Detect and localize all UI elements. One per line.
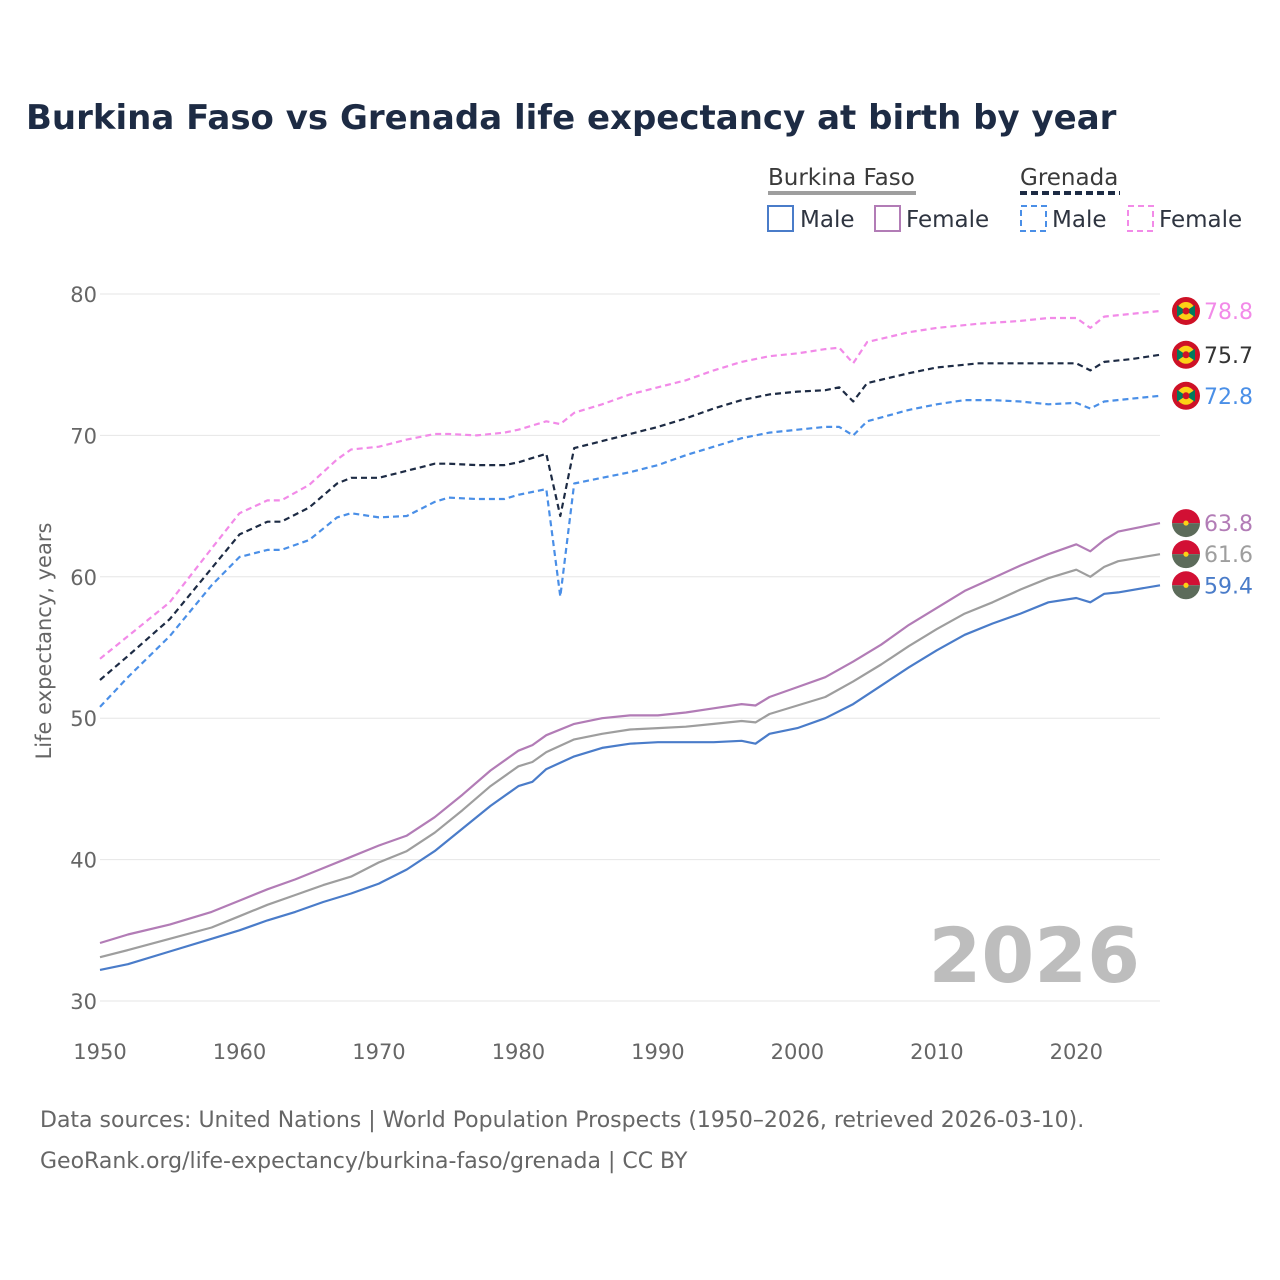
x-tick-label: 1960	[213, 1040, 266, 1064]
y-tick-label: 40	[70, 849, 97, 873]
x-tick-label: 1970	[352, 1040, 405, 1064]
flag-icon-grenada	[1172, 296, 1200, 325]
end-value-label: 75.7	[1204, 344, 1253, 369]
flag-triangle	[1177, 389, 1186, 402]
flag-icon-burkina-faso	[1172, 540, 1200, 569]
legend-label-bf-male: Male	[800, 207, 854, 233]
legend-swatch-bf-female	[874, 205, 901, 232]
current-year-label: 2026	[928, 911, 1140, 1000]
series-line-grenada-female	[99, 309, 1161, 660]
legend: Burkina Faso Male Female Grenada Male Fe…	[767, 165, 1242, 233]
legend-group-grenada: Grenada	[1020, 165, 1118, 191]
end-value-label: 59.4	[1204, 574, 1253, 599]
footer-sources: Data sources: United Nations | World Pop…	[40, 1108, 1085, 1133]
y-tick-label: 80	[70, 283, 97, 307]
end-value-label: 72.8	[1204, 385, 1253, 410]
end-value-label: 63.8	[1204, 512, 1253, 537]
legend-label-gd-male: Male	[1052, 207, 1106, 233]
flag-triangle	[1186, 389, 1195, 402]
flag-triangle	[1186, 348, 1195, 361]
flag-center	[1182, 307, 1190, 315]
flag-red-half	[1172, 509, 1200, 524]
end-value-label: 78.8	[1204, 300, 1253, 325]
end-value-label: 61.6	[1204, 543, 1253, 568]
legend-label-gd-female: Female	[1159, 207, 1242, 233]
legend-swatch-gd-female	[1127, 205, 1154, 232]
x-tick-label: 2000	[771, 1040, 824, 1064]
legend-swatch-bf-male	[767, 205, 794, 232]
legend-swatch-gd-male	[1020, 205, 1047, 232]
x-axis-ticks: 1950 1960 1970 1980 1990 2000 2010 2020	[73, 1040, 1103, 1064]
flag-icon-grenada	[1172, 381, 1200, 410]
x-tick-label: 2020	[1050, 1040, 1103, 1064]
flag-star	[1183, 582, 1189, 588]
flag-star	[1183, 551, 1189, 557]
x-tick-label: 1990	[631, 1040, 684, 1064]
flag-green-half	[1172, 585, 1200, 600]
flag-star	[1183, 520, 1189, 526]
y-tick-label: 30	[70, 990, 97, 1014]
flag-red-half	[1172, 571, 1200, 586]
flag-green-half	[1172, 523, 1200, 538]
series-line-burkina-faso-female	[99, 522, 1161, 945]
gridlines	[100, 293, 1160, 1002]
flag-triangle	[1177, 348, 1186, 361]
series-line-grenada-total	[99, 353, 1161, 681]
y-tick-label: 70	[70, 424, 97, 448]
flag-triangle	[1177, 304, 1186, 317]
flag-icon-grenada	[1172, 340, 1200, 369]
x-tick-label: 2010	[910, 1040, 963, 1064]
y-axis-ticks: 30 40 50 60 70 80	[70, 283, 97, 1014]
flag-center	[1182, 392, 1190, 400]
flag-triangle	[1186, 304, 1195, 317]
y-tick-label: 50	[70, 707, 97, 731]
flag-icon-burkina-faso	[1172, 571, 1200, 600]
legend-label-bf-female: Female	[906, 207, 989, 233]
flag-center	[1182, 351, 1190, 359]
flag-red-half	[1172, 540, 1200, 555]
y-axis-label: Life expectancy, years	[32, 523, 56, 760]
series-line-grenada-male	[99, 394, 1161, 708]
x-tick-label: 1950	[73, 1040, 126, 1064]
chart-title: Burkina Faso vs Grenada life expectancy …	[26, 98, 1117, 138]
end-markers: 78.8 75.7 72.8 63.8 61.6 59.4	[1172, 296, 1253, 600]
flag-green-half	[1172, 554, 1200, 569]
y-tick-label: 60	[70, 566, 97, 590]
x-tick-label: 1980	[492, 1040, 545, 1064]
series-line-burkina-faso-male	[99, 584, 1161, 971]
footer-attribution: GeoRank.org/life-expectancy/burkina-faso…	[40, 1149, 688, 1174]
flag-icon-burkina-faso	[1172, 509, 1200, 538]
legend-group-burkina-faso: Burkina Faso	[768, 165, 915, 191]
series-lines	[99, 309, 1161, 971]
series-line-burkina-faso-total	[99, 553, 1161, 959]
